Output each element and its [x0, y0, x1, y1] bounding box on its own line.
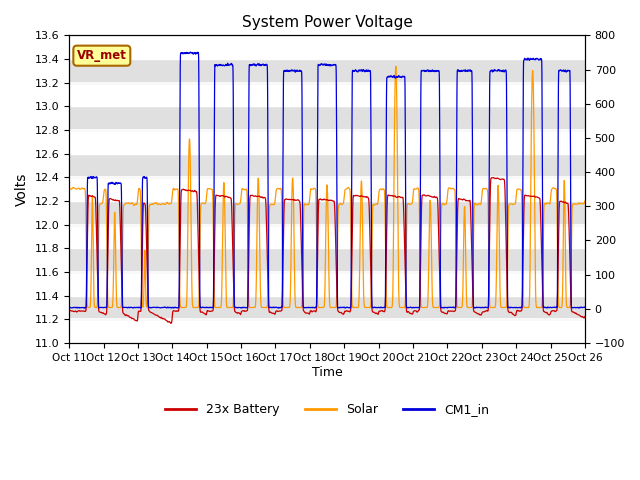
Solar	[392, 63, 399, 69]
CM1_in	[572, 305, 579, 311]
Line: Solar: Solar	[69, 66, 585, 308]
CM1_in	[155, 305, 163, 311]
Bar	[69, 272, 585, 296]
23x Battery	[516, 308, 524, 314]
Solar	[285, 304, 293, 310]
Bar	[69, 83, 585, 107]
Bar	[69, 296, 585, 319]
23x Battery	[65, 308, 73, 314]
23x Battery	[124, 313, 132, 319]
CM1_in	[186, 49, 194, 55]
Solar	[65, 185, 73, 191]
Solar	[516, 186, 524, 192]
23x Battery	[263, 245, 271, 251]
23x Battery	[155, 314, 163, 320]
23x Battery	[167, 321, 175, 326]
Solar	[572, 201, 579, 207]
Bar	[69, 130, 585, 154]
Bar	[69, 225, 585, 248]
Legend: 23x Battery, Solar, CM1_in: 23x Battery, Solar, CM1_in	[160, 398, 494, 421]
Bar	[69, 319, 585, 343]
Text: VR_met: VR_met	[77, 49, 127, 62]
Solar	[155, 201, 163, 207]
CM1_in	[65, 304, 73, 310]
CM1_in	[137, 305, 145, 311]
Bar	[69, 201, 585, 225]
Solar	[84, 305, 92, 311]
Bar	[69, 154, 585, 177]
Line: 23x Battery: 23x Battery	[69, 178, 585, 324]
Solar	[124, 201, 132, 206]
CM1_in	[286, 68, 294, 74]
CM1_in	[516, 305, 524, 311]
Bar	[69, 177, 585, 201]
CM1_in	[581, 304, 589, 310]
23x Battery	[490, 175, 497, 180]
Line: CM1_in: CM1_in	[69, 52, 585, 308]
Bar	[69, 107, 585, 130]
X-axis label: Time: Time	[312, 365, 342, 379]
Bar	[69, 59, 585, 83]
23x Battery	[581, 314, 589, 320]
Solar	[581, 198, 589, 204]
Bar	[69, 248, 585, 272]
23x Battery	[285, 197, 293, 203]
CM1_in	[264, 63, 271, 69]
CM1_in	[124, 305, 132, 311]
23x Battery	[572, 311, 579, 316]
Title: System Power Voltage: System Power Voltage	[241, 15, 412, 30]
Bar	[69, 36, 585, 59]
Y-axis label: Volts: Volts	[15, 172, 29, 206]
Solar	[263, 304, 271, 310]
